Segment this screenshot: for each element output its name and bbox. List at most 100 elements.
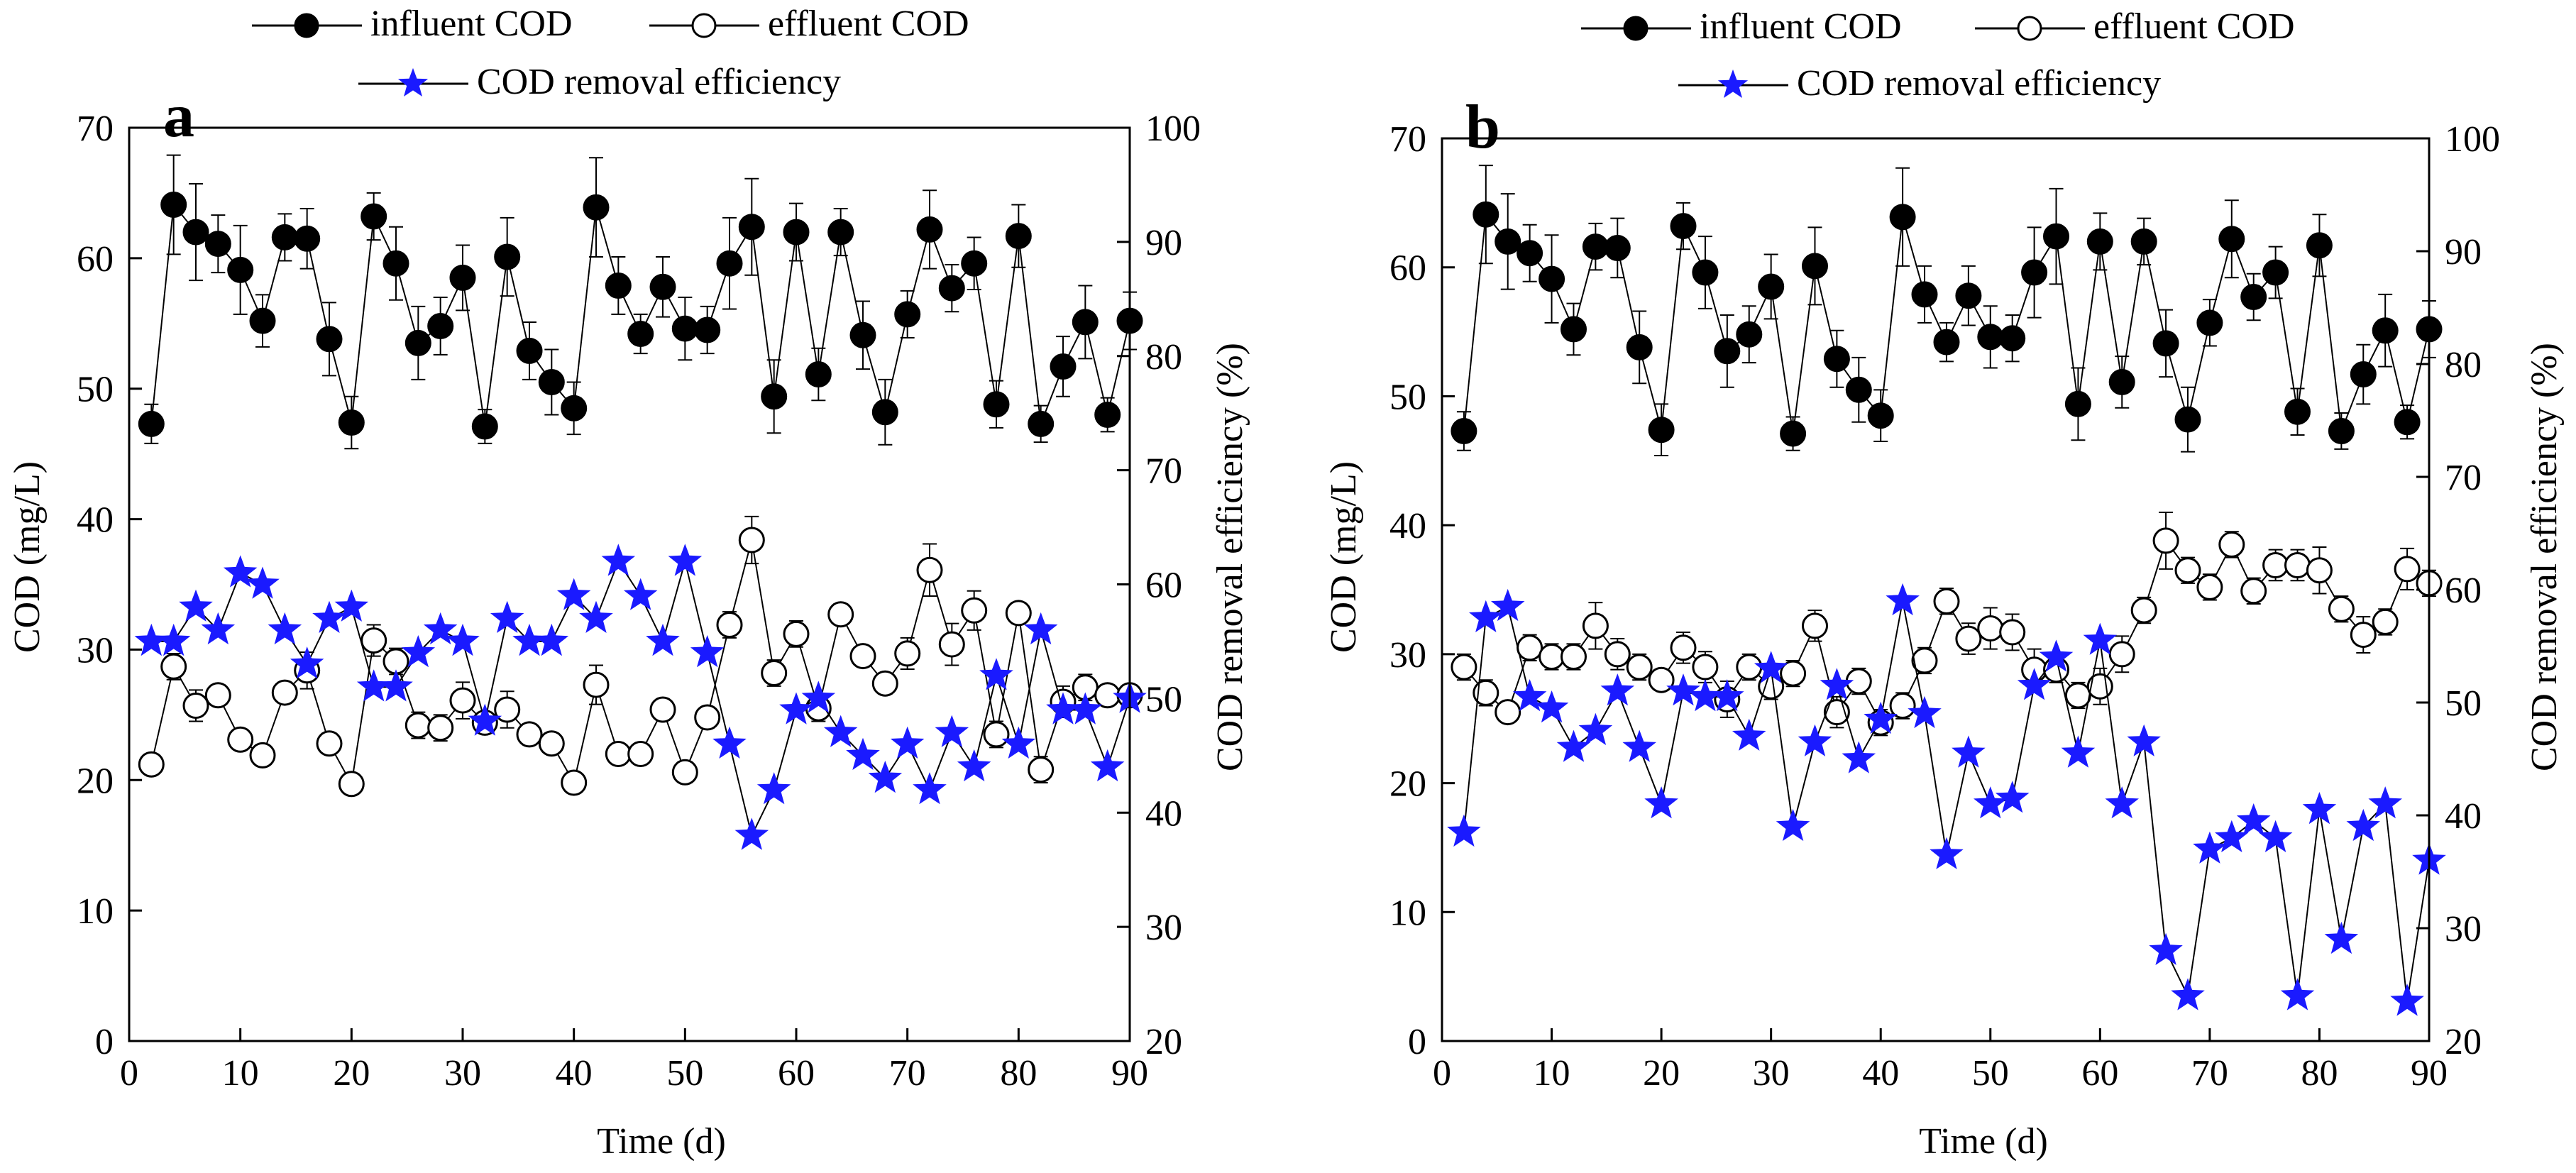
data-point — [494, 243, 521, 270]
data-point — [182, 219, 209, 246]
legend-entry-effluent: effluent COD — [1975, 6, 2295, 47]
data-point-star — [1512, 679, 1547, 712]
legend-entry-removal: COD removal efficiency — [358, 62, 841, 102]
plot-frame — [128, 126, 1131, 1042]
data-point-star — [913, 772, 947, 805]
data-point — [2021, 259, 2048, 286]
series-influent-cod — [1451, 165, 2443, 457]
data-point — [1648, 417, 1675, 444]
data-point — [1473, 679, 1499, 706]
y-tick-label-left: 50 — [77, 370, 114, 410]
x-tick-label: 0 — [1433, 1053, 1451, 1094]
y-axis-title-right: COD removal efficiency (%) — [1210, 343, 1250, 771]
y-tick-label-right: 80 — [2445, 345, 2482, 385]
data-point-star — [1644, 786, 1678, 819]
data-point — [316, 730, 343, 757]
data-point — [1005, 223, 1032, 250]
data-point — [2130, 228, 2157, 255]
data-point — [827, 219, 854, 246]
data-point — [1736, 654, 1763, 681]
data-point-star — [1491, 588, 1525, 622]
data-point-star — [2258, 820, 2293, 852]
data-point-star — [1688, 679, 1722, 712]
data-point — [561, 769, 588, 796]
data-point — [516, 721, 543, 748]
data-point — [2284, 398, 2311, 425]
y-tick-label-left: 20 — [1389, 764, 1426, 805]
x-tick-label: 20 — [1643, 1053, 1680, 1094]
x-axis-title: Time (d) — [597, 1121, 726, 1162]
data-point-star — [312, 600, 346, 633]
data-point — [2196, 573, 2223, 600]
data-point — [160, 192, 187, 218]
data-point — [538, 369, 565, 395]
data-point-star — [2105, 786, 2139, 819]
data-point — [471, 413, 498, 440]
x-tick-label: 30 — [444, 1053, 481, 1094]
panel-label: b — [1465, 93, 1500, 162]
legend-label-removal: COD removal efficiency — [477, 62, 841, 102]
y-tick-label-left: 0 — [1408, 1022, 1426, 1062]
y-tick-label-left: 30 — [77, 630, 114, 671]
data-point-star — [1995, 781, 2030, 813]
data-point — [2043, 223, 2069, 250]
data-point-star — [1908, 695, 1942, 729]
data-point — [761, 383, 788, 410]
data-point — [1582, 233, 1609, 260]
data-point-star — [468, 703, 502, 736]
data-point — [138, 410, 165, 437]
data-point-star — [1842, 741, 1876, 773]
data-point — [449, 264, 476, 291]
data-point-star — [1754, 651, 1788, 683]
series-cod-removal-efficiency — [134, 544, 1147, 850]
data-point-star — [1666, 673, 1700, 706]
data-point — [583, 194, 610, 221]
y-tick-label-right: 30 — [2445, 909, 2482, 949]
x-tick-label: 90 — [2411, 1053, 2448, 1094]
y-tick-label-right: 60 — [1145, 566, 1182, 606]
data-point — [2086, 228, 2113, 255]
data-point-star — [1534, 690, 1569, 723]
legend: influent COD effluent COD COD removal ef… — [252, 4, 969, 102]
data-point — [360, 627, 387, 654]
y-tick-label-right: 40 — [2445, 796, 2482, 837]
data-point — [849, 643, 876, 670]
data-point — [1955, 625, 1982, 652]
data-point — [249, 742, 276, 769]
data-point-star — [734, 817, 769, 850]
data-point-star — [2083, 622, 2118, 655]
data-point — [1517, 634, 1543, 661]
data-point — [716, 250, 743, 277]
data-point — [2284, 552, 2311, 578]
data-point — [1736, 321, 1763, 348]
data-point-star — [2368, 786, 2402, 819]
data-point — [1780, 660, 1807, 687]
data-point — [2218, 531, 2245, 558]
y-tick-label-right: 100 — [1145, 109, 1201, 149]
series-effluent-cod — [1451, 511, 2443, 737]
data-point — [649, 273, 676, 300]
data-point-star — [490, 600, 524, 633]
data-point — [227, 726, 254, 753]
data-point-star — [246, 566, 280, 599]
x-tick-label: 60 — [2081, 1053, 2118, 1094]
plot-frame — [1441, 137, 2431, 1042]
x-tick-label: 40 — [1862, 1053, 1899, 1094]
data-point-star — [601, 544, 636, 576]
data-point — [1933, 329, 1960, 356]
y-tick-label-right: 20 — [2445, 1022, 2482, 1062]
x-tick-label: 40 — [556, 1053, 593, 1094]
data-point — [1451, 418, 1477, 444]
data-point-star — [1622, 729, 1656, 762]
legend-label-removal: COD removal efficiency — [1797, 63, 2161, 104]
data-point — [360, 203, 387, 230]
data-point — [783, 620, 810, 647]
data-point — [2218, 226, 2245, 253]
x-tick-label: 0 — [120, 1053, 138, 1094]
data-point-star — [1930, 837, 1964, 869]
x-tick-label: 80 — [2301, 1053, 2338, 1094]
data-point — [938, 275, 965, 302]
data-point-star — [1974, 786, 2008, 819]
data-point-star — [534, 623, 569, 656]
data-point — [938, 631, 965, 658]
